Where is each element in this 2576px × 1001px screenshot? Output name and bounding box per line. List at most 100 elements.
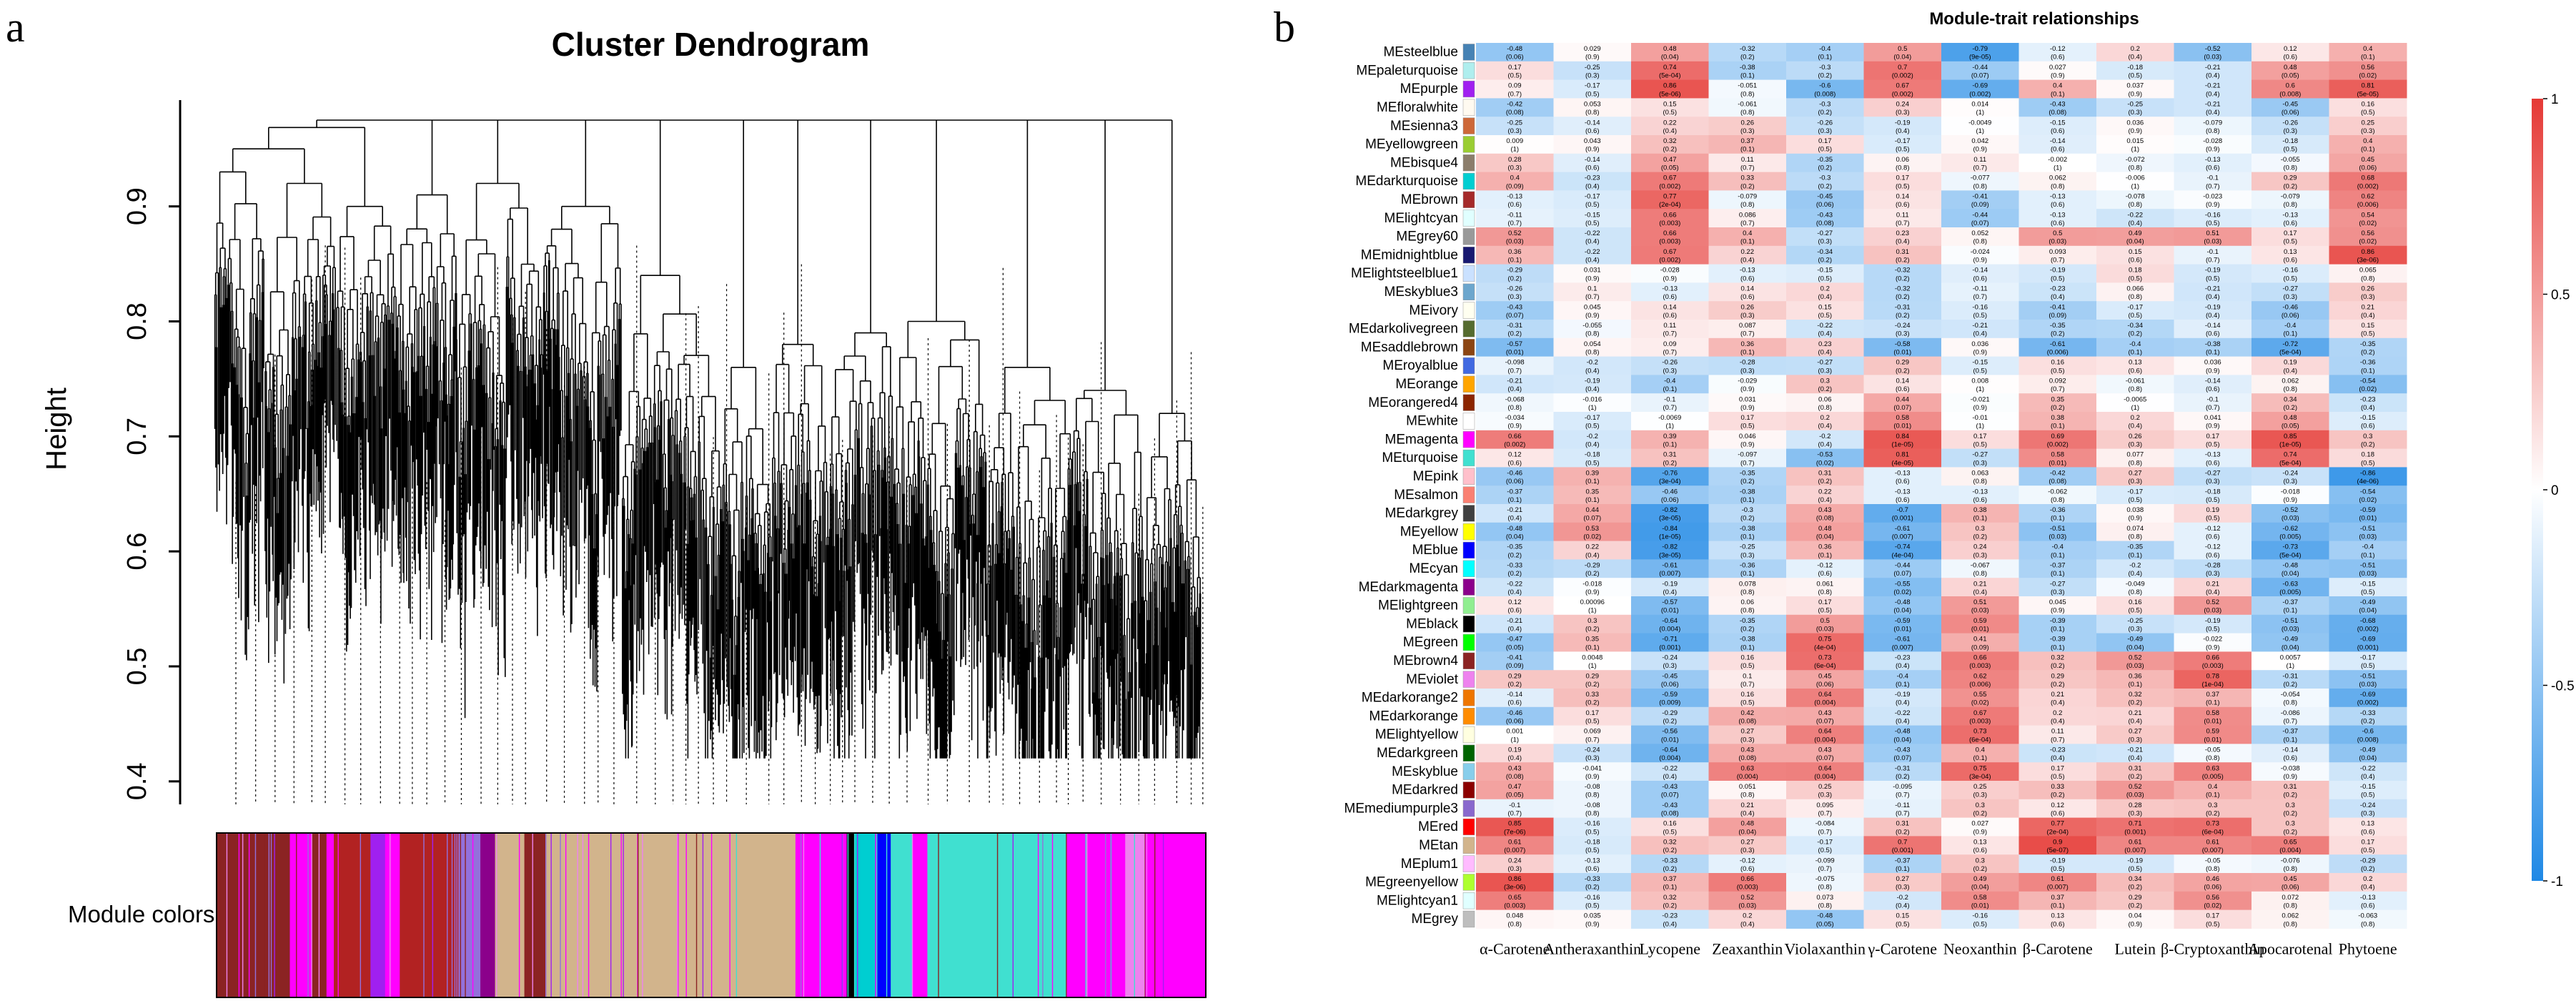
module-label: MEdarkturquoise [1355,174,1458,189]
cell-correlation: 0.13 [2129,359,2142,367]
heatmap-cell [2018,190,2097,209]
cell-correlation: 0.6 [2286,82,2295,90]
cell-pvalue: (0.5) [2283,146,2297,154]
cell-pvalue: (0.6) [2206,330,2220,338]
heatmap-cell [1476,135,1554,154]
cell-correlation: -0.31 [2282,672,2298,680]
cell-correlation: 0.37 [1663,875,1677,883]
cell-pvalue: (0.4) [1663,127,1677,135]
cell-correlation: 0.58 [2051,451,2065,459]
cell-pvalue: (0.1) [2128,551,2142,559]
cell-pvalue: (0.9) [1585,588,1600,596]
cell-correlation: 0.078 [1739,580,1756,588]
module-color-line [550,833,552,997]
heatmap-cell [2096,578,2174,597]
cell-pvalue: (0.1) [2051,423,2065,430]
heatmap-cell [2018,541,2097,560]
heatmap-cell [1941,614,2019,634]
cell-pvalue: (0.1) [1740,349,1755,357]
cell-correlation: -0.17 [1585,192,1600,200]
heatmap-row: MEfloralwhite -0.42(0.08)0.053(0.8)0.15(0… [1377,98,2407,117]
cell-correlation: 0.64 [1818,764,1832,772]
heatmap-cell [2174,117,2252,136]
cell-correlation: 0.16 [2129,598,2142,606]
cell-pvalue: (0.06) [1816,201,1834,209]
heatmap-cell [1786,909,1864,929]
cell-pvalue: (0.01) [1661,736,1679,744]
cell-pvalue: (0.3) [1740,367,1755,375]
cell-correlation: -0.08 [1585,783,1600,791]
cell-pvalue: (0.6) [2206,551,2220,559]
cell-pvalue: (0.1) [1663,441,1677,449]
cell-pvalue: (0.5) [1740,662,1755,670]
module-color-segment [480,833,496,997]
heatmap-cell [2174,706,2252,726]
heatmap-cell [2251,596,2329,616]
cell-pvalue: (0.2) [1973,810,1987,818]
module-color-line [676,833,678,997]
cell-pvalue: (4e-06) [2357,478,2379,485]
cell-correlation: 0.37 [1741,137,1755,145]
cell-pvalue: (0.06) [1661,496,1679,504]
cell-pvalue: (0.7) [1740,681,1755,689]
cell-pvalue: (0.009) [1659,699,1680,707]
heatmap-cell [2329,282,2407,302]
module-color-swatch [1462,726,1475,744]
cell-correlation: -0.21 [2205,285,2221,292]
heatmap-cell [2018,79,2097,99]
module-label: MElightsteelblue1 [1351,266,1458,281]
cell-pvalue: (0.4) [1585,367,1600,375]
cell-correlation: 0.32 [1663,894,1677,902]
cell-pvalue: (0.08) [1738,754,1756,762]
heatmap-cell [2329,891,2407,911]
module-color-swatch [1462,44,1475,61]
cell-correlation: 0.1 [1587,285,1597,292]
cell-pvalue: (0.6) [1740,275,1755,282]
module-color-swatch [1462,394,1475,411]
cell-correlation: 0.3 [2208,802,2217,809]
cell-pvalue: (0.07) [1816,754,1834,762]
cell-pvalue: (0.4) [1585,441,1600,449]
heatmap-cell [2174,689,2252,708]
heatmap-cell [2251,320,2329,339]
cell-pvalue: (1) [1510,736,1519,744]
cell-pvalue: (0.7) [1818,865,1832,873]
heatmap-cell [1786,633,1864,652]
heatmap-cell [1708,504,1787,523]
cell-pvalue: (0.01) [2204,718,2221,726]
heatmap-cell [2018,412,2097,431]
cell-pvalue: (0.2) [2051,681,2065,689]
cell-correlation: -0.36 [2050,506,2066,514]
cell-pvalue: (0.002) [1892,72,1913,80]
cell-pvalue: (0.4) [2206,588,2220,596]
cell-correlation: -0.055 [1582,322,1602,330]
cell-pvalue: (0.3) [2128,736,2142,744]
cell-pvalue: (0.04) [2282,644,2299,651]
module-color-line [685,833,687,997]
heatmap-row: MEgrey60 0.52(0.03)-0.22(0.4)0.66(0.003)0… [1396,227,2407,247]
cell-pvalue: (0.1) [2283,736,2297,744]
heatmap-cell [1553,522,1632,542]
heatmap-cell [1631,79,1709,99]
heatmap-cell [1631,578,1709,597]
cell-pvalue: (0.1) [1740,570,1755,578]
heatmap-row: MEbrown -0.13(0.6)-0.17(0.5)0.77(2e-04)-0… [1401,190,2407,209]
module-color-swatch [1462,375,1475,393]
module-color-segment [326,833,335,997]
cell-pvalue: (0.2) [1818,478,1832,485]
heatmap-cell [2329,190,2407,209]
cell-pvalue: (0.4) [2051,293,2065,301]
heatmap-cell [2018,522,2097,542]
cell-correlation: 0.09 [1508,82,1522,90]
cell-correlation: 0.36 [1818,543,1832,551]
cell-pvalue: (0.5) [2051,773,2065,781]
cell-pvalue: (0.002) [1892,90,1913,98]
heatmap-cell [1708,227,1787,247]
cell-correlation: -0.58 [1895,340,1911,348]
heatmap-cell [1786,522,1864,542]
cell-correlation: -0.21 [2205,64,2221,72]
cell-pvalue: (0.9) [1973,828,1987,836]
cell-pvalue: (0.2) [2361,718,2375,726]
cell-correlation: -0.31 [1507,322,1522,330]
cell-correlation: -0.22 [1585,248,1600,256]
